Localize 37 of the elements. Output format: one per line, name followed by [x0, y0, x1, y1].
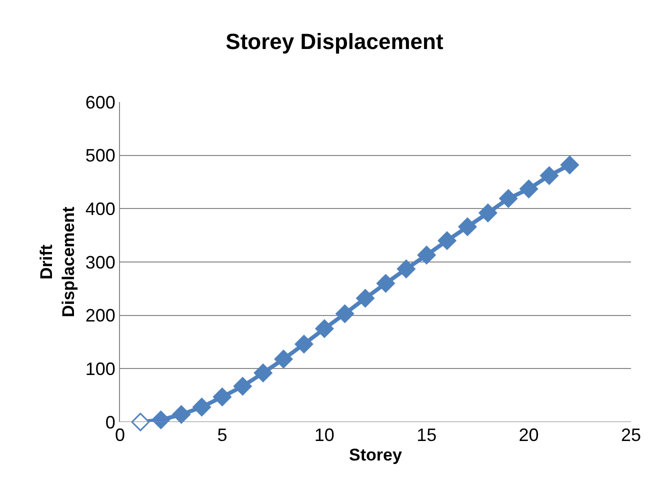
point	[213, 388, 232, 406]
point	[172, 405, 191, 424]
point	[315, 319, 334, 338]
point	[356, 289, 374, 308]
y-axis-title: Drift Displacement	[36, 206, 78, 318]
y-tick-label: 0	[105, 412, 116, 432]
point	[192, 398, 211, 416]
x-tick-label: 10	[314, 425, 334, 445]
point	[458, 218, 477, 236]
point	[254, 364, 272, 382]
point	[274, 350, 293, 368]
chart-title: Storey Displacement	[226, 29, 444, 54]
point	[417, 246, 436, 264]
point	[520, 180, 538, 198]
point	[478, 204, 498, 222]
y-tick-label: 500	[85, 146, 116, 166]
x-axis-title: Storey	[349, 445, 402, 464]
point	[152, 410, 170, 430]
point	[438, 231, 456, 250]
point	[560, 156, 579, 174]
point	[540, 166, 558, 185]
point	[376, 274, 395, 293]
y-tick-label: 300	[85, 252, 116, 272]
x-tick-label: 5	[217, 425, 228, 445]
point	[396, 260, 416, 278]
y-tick-label: 100	[85, 358, 116, 379]
point	[499, 189, 518, 208]
x-tick-label: 25	[620, 425, 642, 445]
point	[233, 377, 252, 396]
point	[294, 334, 314, 354]
y-tick-label: 400	[85, 198, 116, 219]
x-tick-label: 15	[416, 425, 437, 445]
point	[336, 304, 354, 323]
y-tick-label: 600	[85, 92, 116, 112]
point	[131, 412, 150, 432]
x-tick-label: 20	[518, 425, 539, 445]
y-tick-label: 200	[85, 306, 116, 326]
